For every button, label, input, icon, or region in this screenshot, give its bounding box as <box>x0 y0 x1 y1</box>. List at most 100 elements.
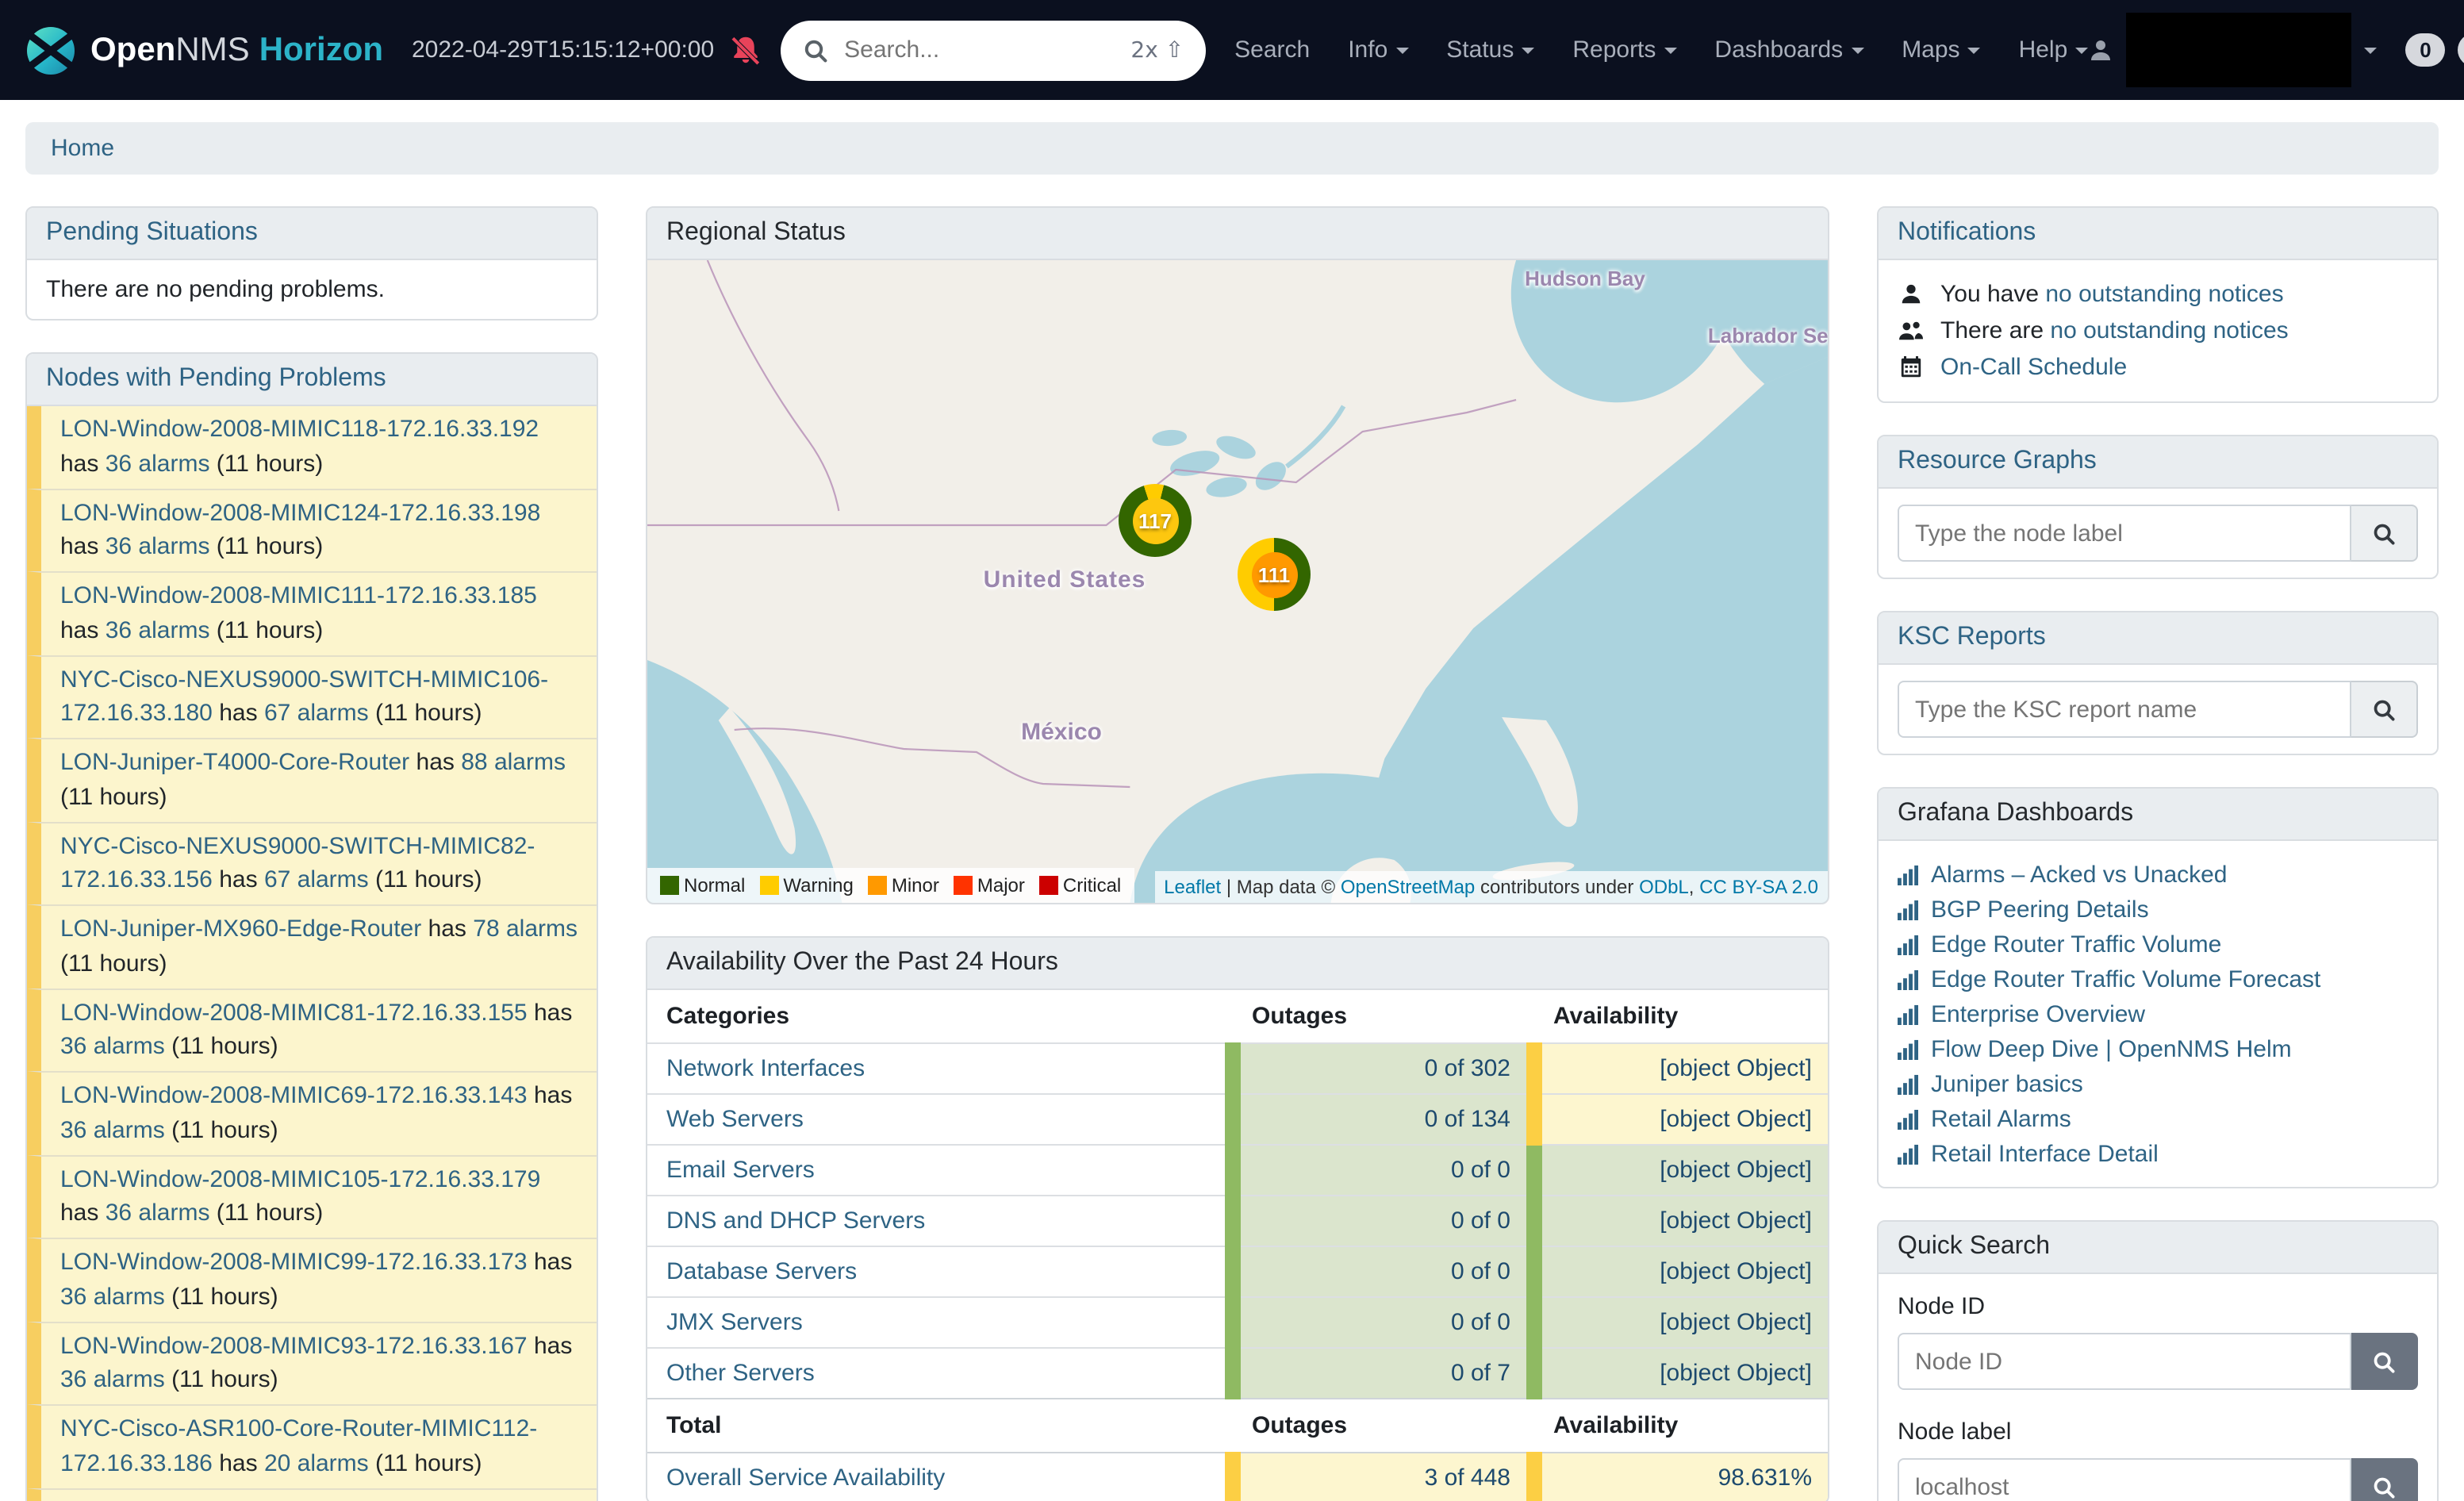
odbl-link[interactable]: ODbL <box>1639 876 1689 898</box>
map-cluster-marker-111[interactable]: 111 <box>1238 538 1311 611</box>
node-link[interactable]: NYC-Cisco-NEXUS9000-SWITCH-MIMIC82-172.1… <box>60 832 535 894</box>
category-link[interactable]: Network Interfaces <box>666 1055 865 1082</box>
resource-graphs-search-button[interactable] <box>2351 505 2418 562</box>
grafana-dashboard-link[interactable]: Alarms – Acked vs Unacked <box>1931 861 2228 888</box>
node-link[interactable]: LON-Window-2008-MIMIC81-172.16.33.155 <box>60 999 528 1026</box>
nav-menu-item[interactable]: Reports <box>1572 36 1677 63</box>
grafana-dashboard-link[interactable]: Retail Alarms <box>1931 1105 2071 1132</box>
col-outages: Outages <box>1252 1003 1348 1030</box>
overall-availability-link[interactable]: Overall Service Availability <box>666 1465 946 1491</box>
category-link[interactable]: JMX Servers <box>666 1309 803 1336</box>
category-link[interactable]: Email Servers <box>666 1157 815 1184</box>
duration-value: (11 hours) <box>171 1116 278 1144</box>
node-link[interactable]: LON-Window-2008-MIMIC93-172.16.33.167 <box>60 1332 528 1359</box>
has-text: has <box>533 999 573 1026</box>
alarm-count-badge[interactable]: 0 <box>2458 33 2464 67</box>
nav-menu-item[interactable]: Maps <box>1902 36 1981 63</box>
username-redacted[interactable] <box>2126 13 2352 87</box>
brand[interactable]: OpenNMS Horizon <box>25 25 383 75</box>
category-link[interactable]: Web Servers <box>666 1106 804 1133</box>
alarms-link[interactable]: 88 alarms <box>461 749 566 776</box>
breadcrumb-home-link[interactable]: Home <box>51 135 115 162</box>
category-link[interactable]: DNS and DHCP Servers <box>666 1207 926 1234</box>
legend-item: Normal <box>660 874 745 896</box>
ksc-reports-title[interactable]: KSC Reports <box>1898 624 2046 651</box>
alarms-link[interactable]: 36 alarms <box>60 1283 165 1311</box>
nav-menu-item[interactable]: Info <box>1348 36 1409 63</box>
ksc-reports-input[interactable] <box>1898 681 2351 738</box>
all-notices-link[interactable]: no outstanding notices <box>2050 317 2289 344</box>
alarms-link[interactable]: 67 alarms <box>263 866 369 894</box>
outages-cell: 0 of 0 <box>1225 1296 1534 1348</box>
alarms-link[interactable]: 78 alarms <box>473 916 578 942</box>
grafana-dashboard-link[interactable]: Edge Router Traffic Volume <box>1931 931 2222 958</box>
alarms-link[interactable]: 20 alarms <box>263 1449 369 1477</box>
notifications-off-icon[interactable] <box>730 34 762 66</box>
node-link[interactable]: NYC-Cisco-NEXUS9000-SWITCH-MIMIC106-172.… <box>60 666 549 727</box>
user-notices-link[interactable]: no outstanding notices <box>2045 281 2284 308</box>
grafana-dashboard-link[interactable]: Retail Interface Detail <box>1931 1140 2159 1167</box>
alarms-link[interactable]: 36 alarms <box>60 1033 165 1061</box>
grafana-dashboard-link[interactable]: Edge Router Traffic Volume Forecast <box>1931 965 2321 992</box>
nodes-pending-problems-title[interactable]: Nodes with Pending Problems <box>46 365 386 392</box>
search-input[interactable] <box>841 35 1119 65</box>
alarms-link[interactable]: 36 alarms <box>105 616 210 644</box>
nav-menu-item[interactable]: Search <box>1234 36 1311 63</box>
availability-table: Categories Outages Availability Network … <box>647 990 1828 1501</box>
global-search[interactable]: 2x ⇧ <box>781 20 1207 80</box>
node-link[interactable]: LON-Window-2008-MIMIC105-172.16.33.179 <box>60 1165 541 1192</box>
notice-count-badge[interactable]: 0 <box>2405 33 2446 67</box>
category-link[interactable]: Database Servers <box>666 1258 858 1285</box>
node-link[interactable]: LON-Juniper-T4000-Core-Router <box>60 749 410 776</box>
node-link[interactable]: LON-Window-2008-MIMIC111-172.16.33.185 <box>60 582 537 609</box>
alarms-link[interactable]: 36 alarms <box>105 533 210 561</box>
pending-problem-item: LON-Window-2008-MIMIC111-172.16.33.185 h… <box>27 571 597 655</box>
alarms-link[interactable]: 36 alarms <box>60 1366 165 1394</box>
ccbysa-link[interactable]: CC BY-SA 2.0 <box>1699 876 1818 898</box>
alarms-link[interactable]: 36 alarms <box>105 1200 210 1227</box>
grafana-dashboard-link[interactable]: Flow Deep Dive | OpenNMS Helm <box>1931 1035 2292 1062</box>
nav-menu-item[interactable]: Dashboards <box>1714 36 1864 63</box>
map-label-hudson-bay: Hudson Bay <box>1525 267 1645 290</box>
resource-graphs-title[interactable]: Resource Graphs <box>1898 447 2097 474</box>
alarms-link[interactable]: 67 alarms <box>263 700 369 727</box>
availability-row: Network Interfaces 0 of 302 [object Obje… <box>647 1042 1828 1094</box>
oncall-schedule-link[interactable]: On-Call Schedule <box>1940 354 2128 381</box>
chevron-down-icon <box>1664 47 1677 53</box>
legend-label: Warning <box>783 874 854 896</box>
grafana-dashboard-link[interactable]: Juniper basics <box>1931 1070 2083 1097</box>
leaflet-link[interactable]: Leaflet <box>1164 876 1222 898</box>
node-link[interactable]: NYC-Cisco-ASR100-Core-Router-MIMIC112-17… <box>60 1415 538 1477</box>
node-label-input[interactable] <box>1898 1458 2351 1501</box>
node-link[interactable]: LON-Window-2008-MIMIC87-172.16.33.161 <box>60 1499 528 1501</box>
legend-swatch <box>867 876 887 895</box>
node-link[interactable]: LON-Juniper-MX960-Edge-Router <box>60 916 422 942</box>
duration-value: (11 hours) <box>216 533 324 561</box>
node-id-search-button[interactable] <box>2351 1333 2418 1390</box>
map-cluster-marker-117[interactable]: 117 <box>1119 484 1192 557</box>
grafana-dashboard-item: Juniper basics <box>1898 1066 2418 1101</box>
ksc-reports-search-button[interactable] <box>2351 681 2418 738</box>
nav-menu-item[interactable]: Status <box>1446 36 1535 63</box>
bar-chart-icon <box>1898 1108 1918 1129</box>
resource-graphs-input[interactable] <box>1898 505 2351 562</box>
user-menu-chevron-icon[interactable] <box>2364 47 2378 53</box>
calendar-icon <box>1898 355 1925 379</box>
grafana-dashboard-link[interactable]: Enterprise Overview <box>1931 1000 2146 1027</box>
pending-situations-title[interactable]: Pending Situations <box>46 219 258 246</box>
osm-link[interactable]: OpenStreetMap <box>1340 876 1476 898</box>
nav-menu-item[interactable]: Help <box>2019 36 2089 63</box>
alarms-link[interactable]: 36 alarms <box>60 1116 165 1144</box>
regional-status-map[interactable]: Hudson Bay Labrador Sea United States Mé… <box>647 260 1828 903</box>
category-link[interactable]: Other Servers <box>666 1360 815 1387</box>
node-label-search-button[interactable] <box>2351 1458 2418 1501</box>
node-id-input[interactable] <box>1898 1333 2351 1390</box>
grafana-dashboard-link[interactable]: BGP Peering Details <box>1931 896 2149 923</box>
availability-cell: [object Object] <box>1526 1296 1828 1348</box>
node-link[interactable]: LON-Window-2008-MIMIC118-172.16.33.192 <box>60 416 539 443</box>
node-link[interactable]: LON-Window-2008-MIMIC124-172.16.33.198 <box>60 499 541 526</box>
notifications-title[interactable]: Notifications <box>1898 219 2036 246</box>
node-link[interactable]: LON-Window-2008-MIMIC69-172.16.33.143 <box>60 1082 528 1109</box>
alarms-link[interactable]: 36 alarms <box>105 450 210 478</box>
node-link[interactable]: LON-Window-2008-MIMIC99-172.16.33.173 <box>60 1249 528 1276</box>
